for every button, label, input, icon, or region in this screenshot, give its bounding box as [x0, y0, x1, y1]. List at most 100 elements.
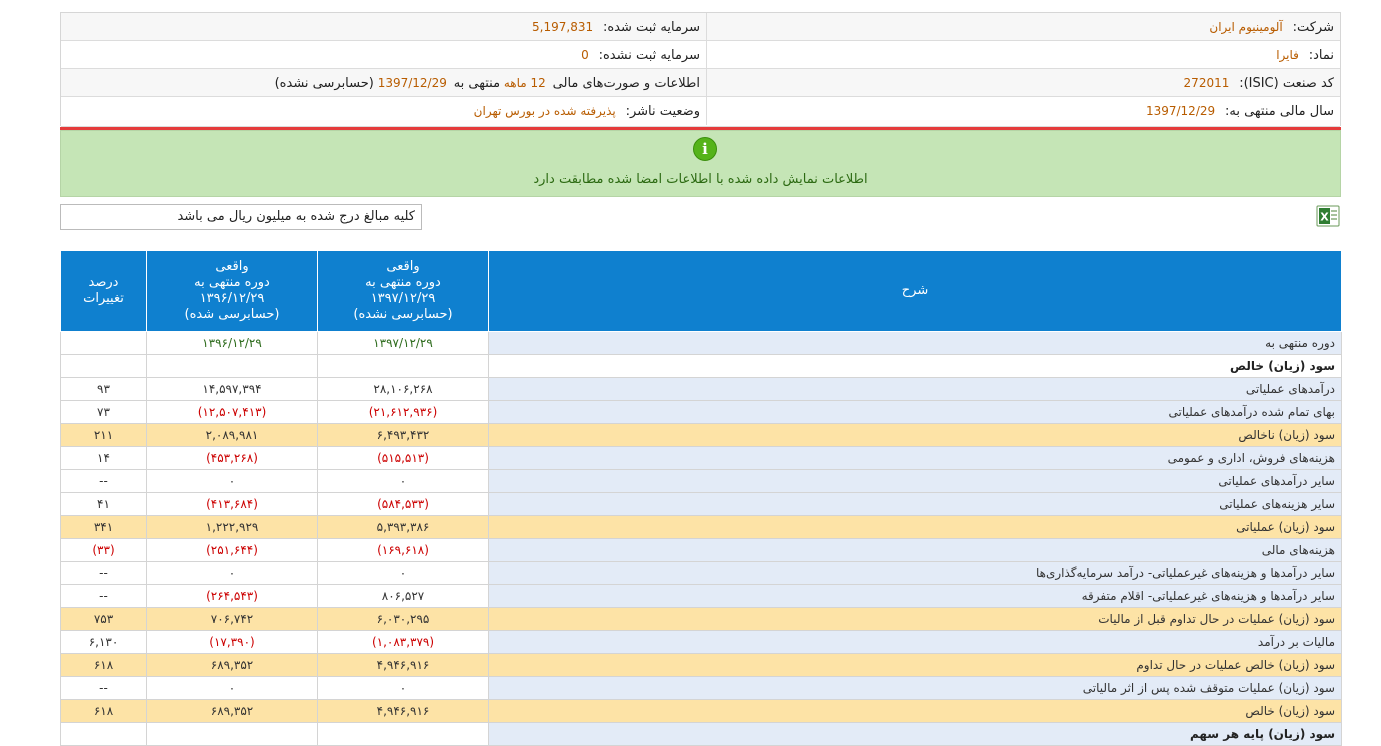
table-row: سایر درآمدهای عملیاتی ۰ ۰ -- [60, 469, 1342, 493]
table-row: بهای تمام شده درآمدهای عملیاتی (۲۱,۶۱۲,۹۳… [60, 400, 1342, 424]
company-label: شرکت: [1292, 20, 1334, 35]
value-1396: ۱۳۹۶/۱۲/۲۹ [146, 331, 318, 355]
isic-value: 272011 [1183, 76, 1230, 90]
value-1396: (۱۷,۳۹۰) [146, 630, 318, 654]
value-1396: ۶۸۹,۳۵۲ [146, 699, 318, 723]
value-1397: ۴,۹۴۶,۹۱۶ [317, 699, 489, 723]
change-percent: -- [60, 469, 147, 493]
table-row: سود (زیان) عملیات متوقف شده پس از اثر ما… [60, 676, 1342, 700]
change-percent: -- [60, 561, 147, 585]
table-row: سود (زیان) پایه هر سهم [60, 722, 1342, 746]
statements-audit-status: (حسابرسی نشده) [274, 76, 374, 91]
currency-note: کلیه مبالغ درج شده به میلیون ریال می باش… [60, 204, 422, 230]
value-1396 [146, 354, 318, 378]
value-1396: ۱,۲۲۲,۹۲۹ [146, 515, 318, 539]
table-row: هزینه‌های مالی (۱۶۹,۶۱۸) (۲۵۱,۶۴۴) (۳۳) [60, 538, 1342, 562]
row-description: مالیات بر درآمد [488, 630, 1342, 654]
value-1396: ۰ [146, 676, 318, 700]
table-row: هزینه‌های فروش، اداری و عمومی (۵۱۵,۵۱۳) (۴… [60, 446, 1342, 470]
value-1397: ۴,۹۴۶,۹۱۶ [317, 653, 489, 677]
value-1396: (۲۶۴,۵۴۳) [146, 584, 318, 608]
fiscal-year-field: سال مالی منتهی به: 1397/12/29 [712, 97, 1334, 125]
change-percent: ۶۱۸ [60, 653, 147, 677]
value-1397: (۵۸۴,۵۳۳) [317, 492, 489, 516]
statements-prefix: اطلاعات و صورت‌های مالی [552, 76, 700, 91]
table-row: سود (زیان) عملیات در حال تداوم قبل از ما… [60, 607, 1342, 631]
change-percent: ۶۱۸ [60, 699, 147, 723]
value-1396: ۰ [146, 561, 318, 585]
header-period-1396: واقعی دوره منتهی به ۱۳۹۶/۱۲/۲۹ (حسابرسی … [146, 250, 318, 332]
alert-message: اطلاعات نمایش داده شده با اطلاعات امضا ش… [533, 172, 868, 187]
info-row: شرکت: آلومینیوم ایران سرمایه ثبت شده: 5,… [61, 13, 1340, 41]
value-1397: ۶,۰۳۰,۲۹۵ [317, 607, 489, 631]
value-1396: (۴۵۳,۲۶۸) [146, 446, 318, 470]
row-description: هزینه‌های مالی [488, 538, 1342, 562]
table-row: دوره منتهی به ۱۳۹۷/۱۲/۲۹ ۱۳۹۶/۱۲/۲۹ [60, 331, 1342, 355]
excel-export-icon[interactable]: X [1316, 204, 1340, 228]
row-description: سود (زیان) عملیات در حال تداوم قبل از ما… [488, 607, 1342, 631]
symbol-label: نماد: [1308, 48, 1334, 63]
row-description: سود (زیان) خالص [488, 699, 1342, 723]
statements-mid: منتهی به [453, 76, 501, 91]
income-statement-table: شرح واقعی دوره منتهی به ۱۳۹۷/۱۲/۲۹ (حساب… [60, 250, 1342, 746]
statements-date: 1397/12/29 [377, 76, 447, 90]
row-description: سایر درآمدها و هزینه‌های غیرعملیاتی- اقل… [488, 584, 1342, 608]
table-row: سود (زیان) عملیاتی ۵,۳۹۳,۳۸۶ ۱,۲۲۲,۹۲۹ ۳۴۱ [60, 515, 1342, 539]
table-header-row: شرح واقعی دوره منتهی به ۱۳۹۷/۱۲/۲۹ (حساب… [60, 250, 1342, 332]
value-1396: ۲,۰۸۹,۹۸۱ [146, 423, 318, 447]
table-row: سایر درآمدها و هزینه‌های غیرعملیاتی- درآ… [60, 561, 1342, 585]
value-1397 [317, 722, 489, 746]
row-description: سایر هزینه‌های عملیاتی [488, 492, 1342, 516]
value-1397: (۲۱,۶۱۲,۹۳۶) [317, 400, 489, 424]
table-row: سایر درآمدها و هزینه‌های غیرعملیاتی- اقل… [60, 584, 1342, 608]
value-1397: (۱۶۹,۶۱۸) [317, 538, 489, 562]
value-1397: (۱,۰۸۳,۳۷۹) [317, 630, 489, 654]
info-row: سال مالی منتهی به: 1397/12/29 وضعیت ناشر… [61, 97, 1340, 127]
value-1397: ۰ [317, 469, 489, 493]
value-1397: ۵,۳۹۳,۳۸۶ [317, 515, 489, 539]
value-1397: ۱۳۹۷/۱۲/۲۹ [317, 331, 489, 355]
registered-capital-label: سرمایه ثبت شده: [602, 20, 700, 35]
company-value: آلومینیوم ایران [1209, 20, 1283, 34]
row-description: سود (زیان) ناخالص [488, 423, 1342, 447]
value-1397: ۰ [317, 676, 489, 700]
publisher-status-field: وضعیت ناشر: پذیرفته شده در بورس تهران [61, 97, 707, 125]
header-period-1397: واقعی دوره منتهی به ۱۳۹۷/۱۲/۲۹ (حسابرسی … [317, 250, 489, 332]
change-percent [60, 722, 147, 746]
info-row: کد صنعت (ISIC): 272011 اطلاعات و صورت‌ها… [61, 69, 1340, 97]
statements-period: 12 ماهه [503, 76, 546, 90]
info-icon: i [693, 137, 717, 161]
change-percent: ۴۱ [60, 492, 147, 516]
change-percent: (۳۳) [60, 538, 147, 562]
value-1396: ۷۰۶,۷۴۲ [146, 607, 318, 631]
registered-capital-field: سرمایه ثبت شده: 5,197,831 [61, 13, 707, 41]
value-1397: ۸۰۶,۵۲۷ [317, 584, 489, 608]
unregistered-capital-label: سرمایه ثبت نشده: [598, 48, 700, 63]
publisher-status-value: پذیرفته شده در بورس تهران [473, 104, 616, 118]
change-percent: -- [60, 676, 147, 700]
change-percent: ۱۴ [60, 446, 147, 470]
registered-capital-value: 5,197,831 [532, 20, 594, 34]
info-row: نماد: فایرا سرمایه ثبت نشده: 0 [61, 41, 1340, 69]
row-description: بهای تمام شده درآمدهای عملیاتی [488, 400, 1342, 424]
row-description: سود (زیان) عملیاتی [488, 515, 1342, 539]
table-row: درآمدهای عملیاتی ۲۸,۱۰۶,۲۶۸ ۱۴,۵۹۷,۳۹۴ ۹۳ [60, 377, 1342, 401]
row-description: دوره منتهی به [488, 331, 1342, 355]
change-percent [60, 354, 147, 378]
fiscal-year-label: سال مالی منتهی به: [1224, 104, 1334, 119]
value-1396: (۴۱۳,۶۸۴) [146, 492, 318, 516]
value-1396: ۰ [146, 469, 318, 493]
row-description: سایر درآمدهای عملیاتی [488, 469, 1342, 493]
symbol-value: فایرا [1276, 48, 1299, 62]
unregistered-capital-field: سرمایه ثبت نشده: 0 [61, 41, 707, 69]
table-row: سود (زیان) ناخالص ۶,۴۹۳,۴۳۲ ۲,۰۸۹,۹۸۱ ۲۱۱ [60, 423, 1342, 447]
value-1397: ۶,۴۹۳,۴۳۲ [317, 423, 489, 447]
row-description: سود (زیان) خالص [488, 354, 1342, 378]
table-row: سود (زیان) خالص [60, 354, 1342, 378]
change-percent: ۷۳ [60, 400, 147, 424]
change-percent: ۷۵۳ [60, 607, 147, 631]
table-row: مالیات بر درآمد (۱,۰۸۳,۳۷۹) (۱۷,۳۹۰) ۶,۱۳۰ [60, 630, 1342, 654]
value-1396: ۶۸۹,۳۵۲ [146, 653, 318, 677]
header-description: شرح [488, 250, 1342, 332]
change-percent: ۶,۱۳۰ [60, 630, 147, 654]
